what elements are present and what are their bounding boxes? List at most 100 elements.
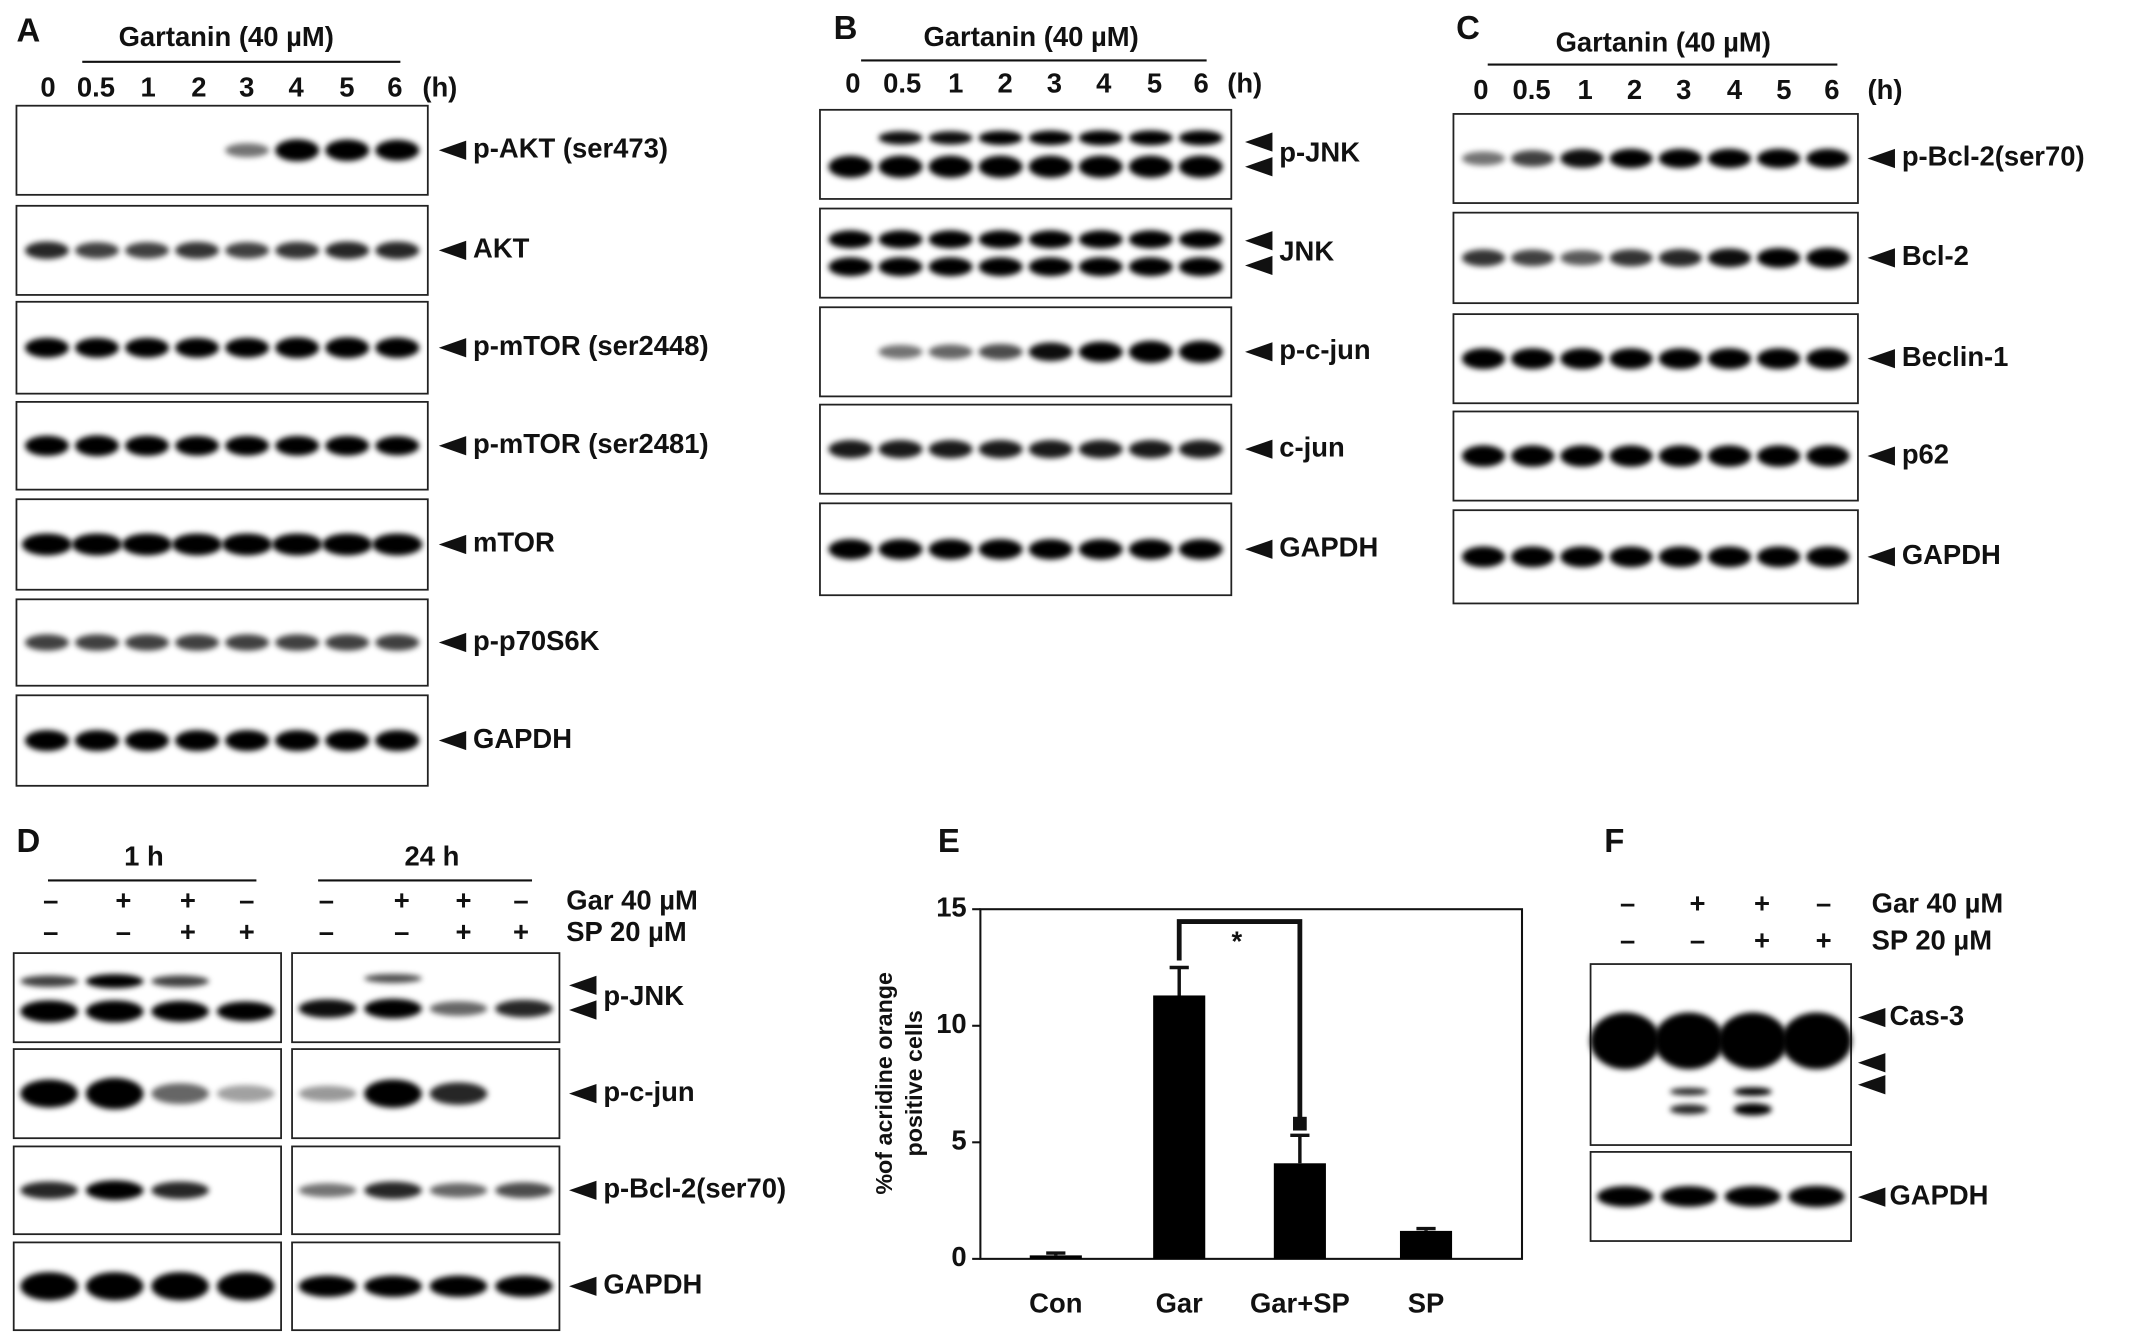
band (1609, 546, 1653, 568)
band (1078, 230, 1123, 249)
treatment-sign: – (319, 885, 334, 916)
treatment-sign: – (1620, 887, 1635, 918)
arrowhead (1245, 255, 1273, 276)
band (1128, 440, 1173, 459)
time-label: 3 (1047, 67, 1062, 98)
y-tick-label: 15 (936, 891, 966, 922)
band (175, 435, 220, 456)
treatment-sign: – (1816, 887, 1831, 918)
band (125, 435, 170, 456)
blot-label: GAPDH (1889, 1179, 1988, 1210)
band (828, 155, 873, 178)
blot-label: GAPDH (1279, 532, 1378, 563)
band (325, 730, 370, 752)
band (322, 533, 373, 556)
band (978, 130, 1023, 145)
band (1128, 539, 1173, 560)
time-label: 2 (997, 67, 1012, 98)
band (325, 337, 370, 359)
band (1128, 340, 1173, 363)
band (1590, 1012, 1661, 1070)
band (225, 242, 270, 259)
bar (1273, 1163, 1326, 1259)
blot-label: p-c-jun (1279, 334, 1370, 365)
treatment-sign: + (1690, 887, 1706, 918)
time-label: 0.5 (1513, 74, 1551, 105)
band (1511, 445, 1555, 467)
band (1707, 445, 1752, 467)
y-tick-label: 10 (936, 1008, 966, 1039)
band (1597, 1186, 1654, 1207)
bar (1399, 1230, 1453, 1259)
band (1609, 348, 1653, 370)
band (1658, 445, 1702, 467)
treatment-sign: + (239, 916, 255, 947)
band (364, 1181, 422, 1200)
band (978, 230, 1023, 249)
significance-label: * (1231, 926, 1242, 957)
blot-label: JNK (1279, 235, 1334, 266)
band (125, 242, 170, 259)
blot-label: AKT (473, 233, 530, 264)
band (151, 975, 209, 988)
x-tick-label: Con (1029, 1288, 1082, 1319)
band (1609, 445, 1653, 467)
band (1757, 148, 1801, 169)
band (878, 440, 923, 459)
band (828, 257, 873, 277)
band (1806, 348, 1850, 370)
band (125, 337, 170, 358)
arrowhead (1245, 342, 1273, 362)
x-tick-label: Gar (1156, 1288, 1204, 1319)
arrowhead (1857, 1007, 1886, 1028)
band (928, 344, 973, 360)
group-label: 24 h (404, 841, 459, 872)
band (1028, 539, 1073, 560)
arrowhead (569, 1276, 597, 1296)
band (20, 1181, 78, 1200)
band (1028, 342, 1073, 362)
band (20, 1272, 78, 1301)
bar (1153, 995, 1206, 1259)
plot-frame (979, 908, 1524, 1260)
band (1078, 257, 1123, 277)
time-label: 2 (1627, 74, 1642, 105)
band (1128, 257, 1173, 277)
time-label: 3 (239, 72, 254, 103)
band (1078, 155, 1123, 178)
band (1511, 348, 1555, 370)
time-label: 4 (1727, 74, 1743, 105)
band (1757, 348, 1801, 370)
band (978, 539, 1023, 560)
band (71, 533, 123, 556)
band (272, 533, 323, 556)
band (375, 730, 420, 752)
band (325, 634, 370, 651)
treatment-sign: – (1690, 924, 1705, 955)
treatment-sign: + (394, 885, 410, 916)
band (1781, 1012, 1852, 1070)
treatment-sign: – (1620, 924, 1635, 955)
band (24, 435, 69, 456)
band (298, 1183, 357, 1198)
band (175, 337, 220, 358)
band (495, 1275, 553, 1298)
blot-label: GAPDH (603, 1269, 702, 1300)
panel-letter: A (16, 12, 40, 49)
band (375, 436, 420, 456)
arrowhead (1245, 157, 1273, 177)
band (1028, 257, 1073, 277)
band (74, 337, 120, 358)
arrowhead (438, 730, 467, 751)
band (429, 1275, 488, 1298)
band (1658, 348, 1702, 370)
band (275, 435, 320, 456)
band (85, 1272, 144, 1301)
band (1806, 546, 1850, 568)
band (1178, 230, 1223, 249)
band (978, 343, 1023, 360)
band (298, 1085, 357, 1102)
significance-bracket (1176, 919, 1303, 1124)
band (364, 1275, 422, 1298)
band (878, 257, 923, 277)
